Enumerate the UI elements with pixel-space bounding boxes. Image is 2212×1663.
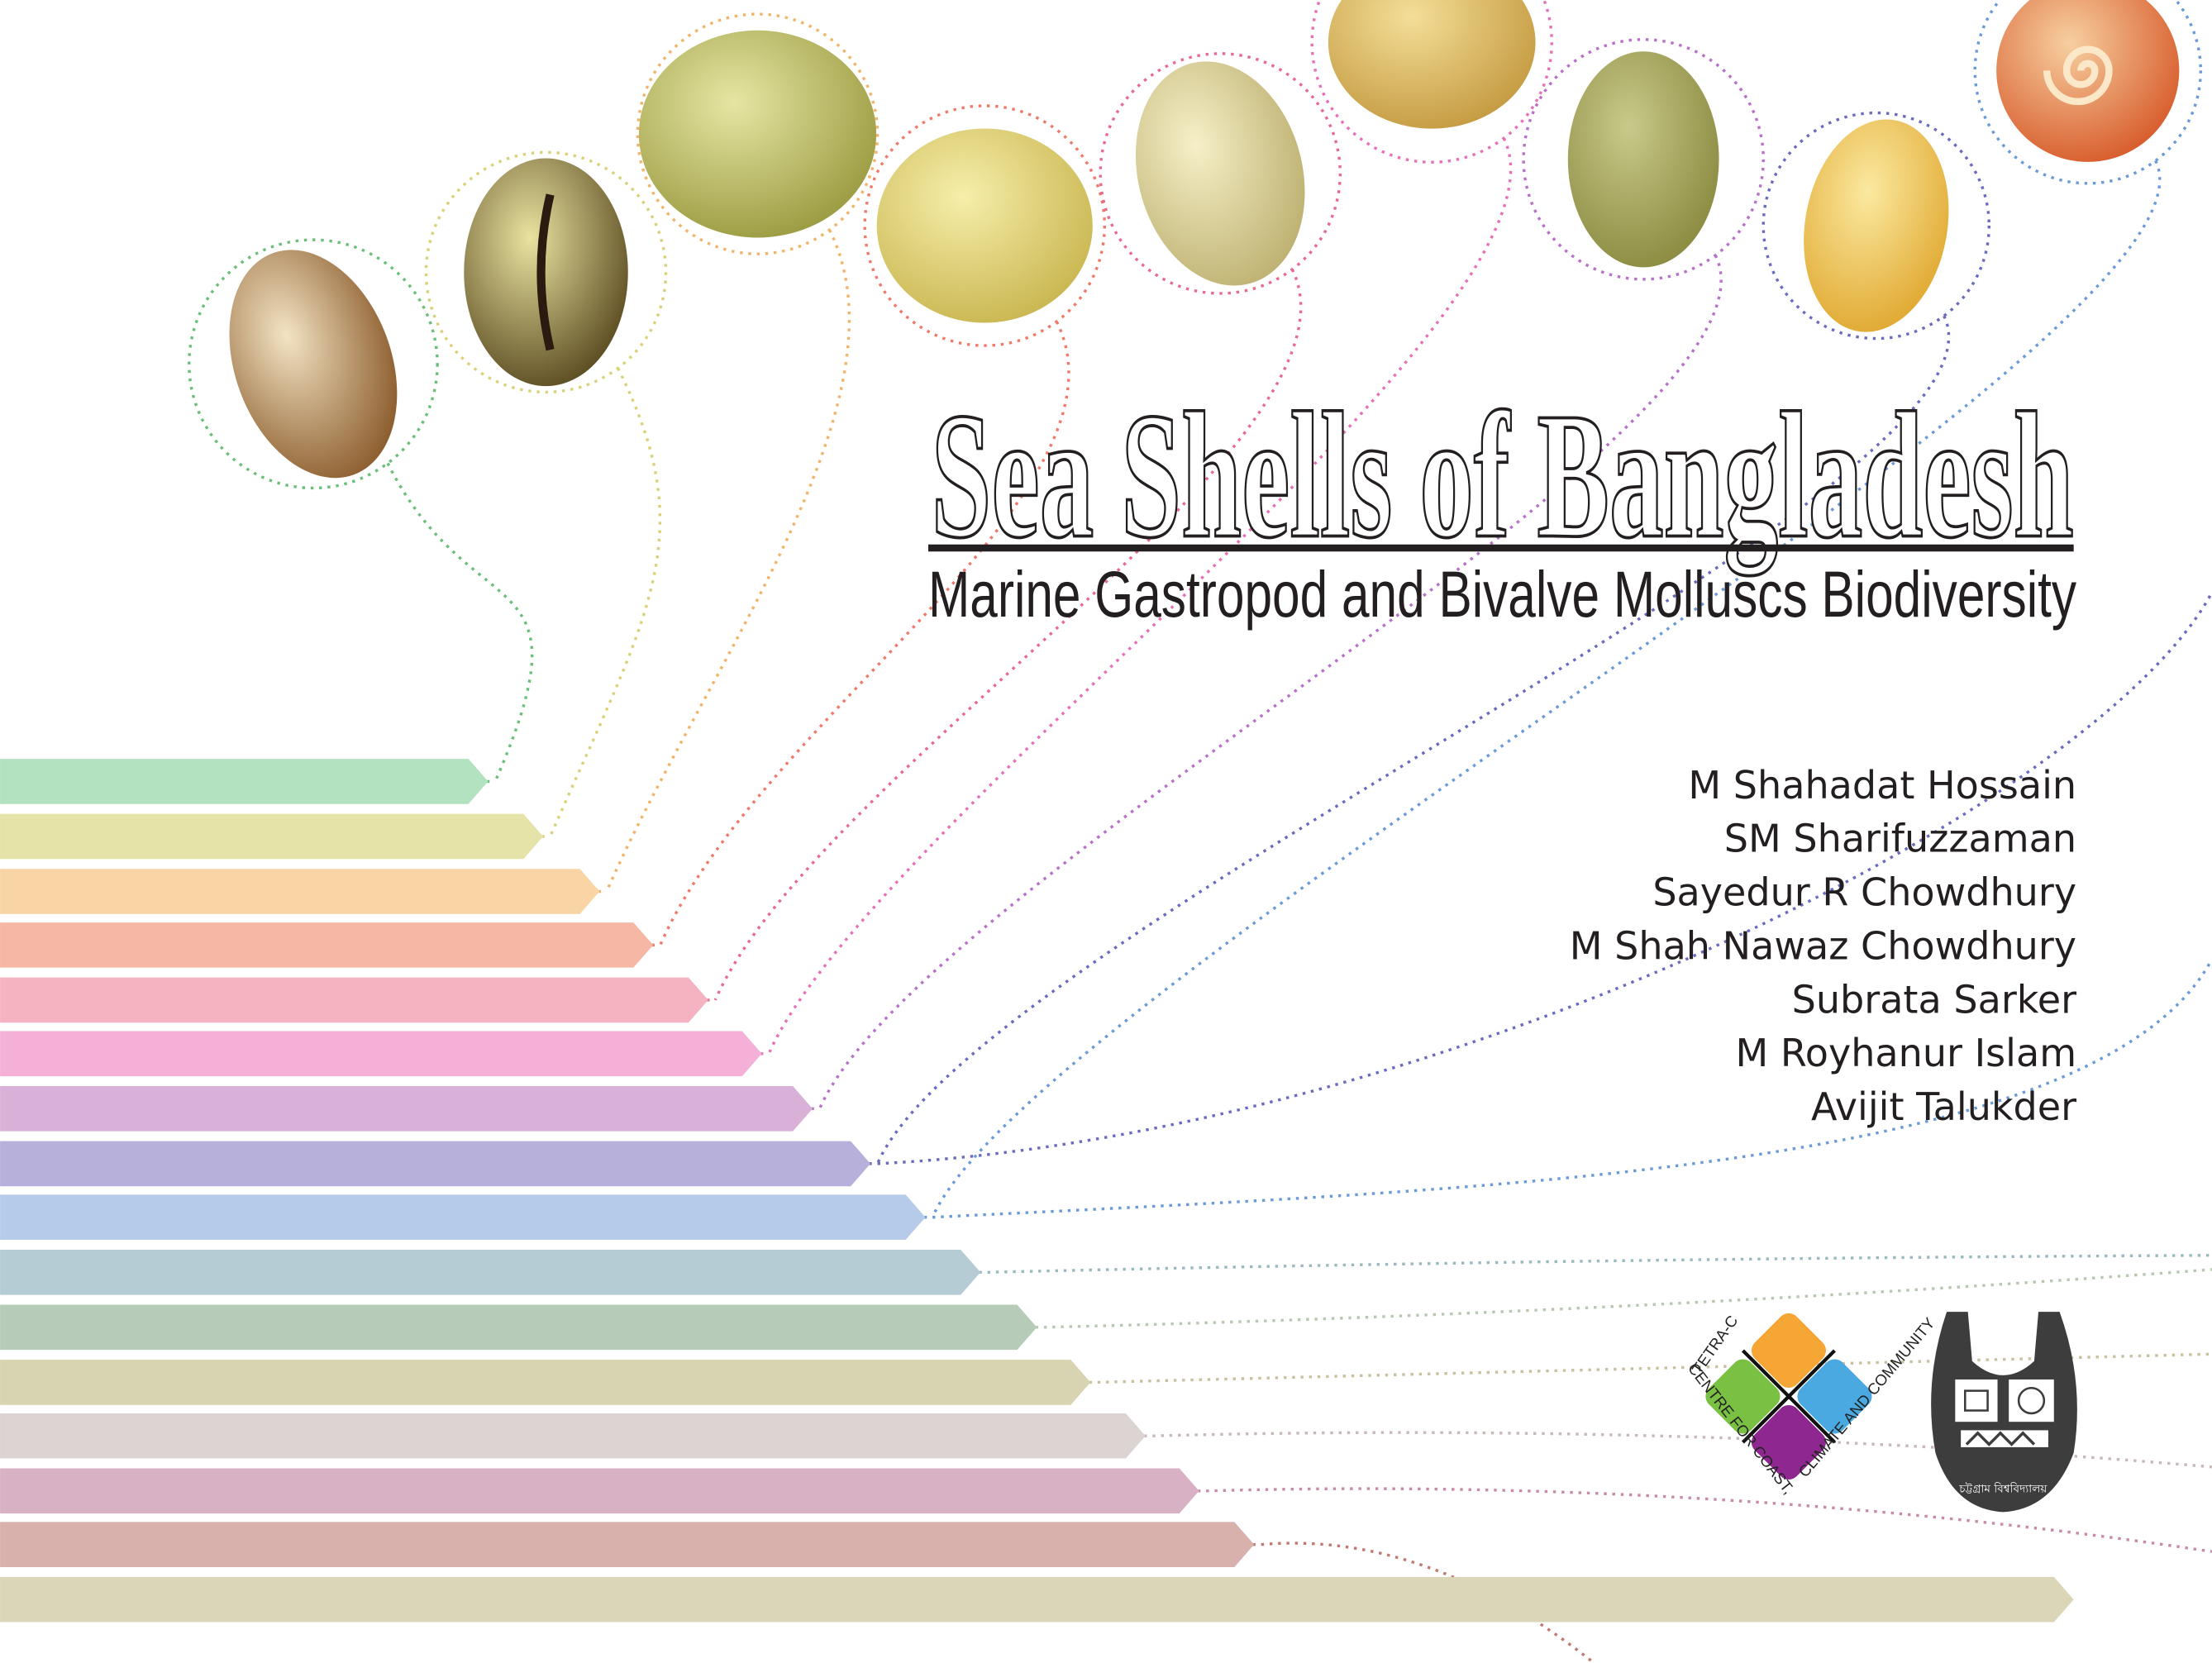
color-bar: [0, 1031, 762, 1077]
limpet-shell-icon: [1567, 51, 1719, 268]
university-logo: চট্টগ্রাম বিশ্ববিদ্যালয়: [1931, 1312, 2077, 1513]
cockle-shell-icon: [638, 30, 877, 238]
dotted-connector: [818, 255, 1723, 1110]
color-bars: [0, 759, 2074, 1622]
color-bar: [0, 869, 600, 914]
shell-ring: [1973, 0, 2202, 185]
dotted-connector: [945, 1254, 2212, 1274]
color-bar: [0, 1413, 1146, 1459]
author-name: Subrata Sarker: [1792, 977, 2077, 1022]
color-bar: [0, 1522, 1255, 1567]
logo-tile-blue: [1797, 1359, 1872, 1434]
logo-tile-purple: [1751, 1404, 1826, 1480]
logo-tile-green: [1705, 1359, 1781, 1434]
color-bar: [0, 1141, 871, 1187]
dotted-connector: [1001, 1268, 2212, 1329]
shell-ring: [1310, 0, 1553, 164]
author-name: Avijit Talukder: [1811, 1084, 2076, 1129]
logo-tile-orange: [1751, 1313, 1826, 1388]
color-bar: [0, 1249, 981, 1295]
dotted-connector: [1055, 1352, 2212, 1384]
dotted-connector: [549, 367, 662, 837]
color-bar: [0, 1194, 926, 1241]
author-name: SM Sharifuzzaman: [1724, 817, 2076, 861]
dotted-connector: [932, 958, 2212, 1219]
shell-ring: [424, 150, 668, 394]
scallop-shell-icon: [1328, 0, 1536, 129]
dotted-connector: [877, 591, 2212, 1165]
shell-ring: [1761, 111, 1990, 341]
whelk-shell-icon: [1804, 119, 1949, 332]
author-name: M Royhanur Islam: [1735, 1031, 2076, 1075]
author-name: M Shah Nawaz Chowdhury: [1570, 923, 2076, 968]
color-bar: [0, 1304, 1037, 1351]
color-bar: [0, 1086, 813, 1132]
color-bar: [0, 813, 544, 860]
color-bar: [0, 1360, 1091, 1405]
university-name: চট্টগ্রাম বিশ্ববিদ্যালয়: [1958, 1482, 2048, 1496]
title-block: Sea Shells of Bangladesh Marine Gastropo…: [927, 374, 2077, 631]
color-bar: [0, 1576, 2074, 1622]
author-list: M Shahadat Hossain SM Sharifuzzaman Saye…: [1570, 763, 2076, 1129]
shell-ring: [188, 238, 439, 490]
dotted-connector: [605, 229, 851, 893]
shell-ring: [863, 104, 1106, 347]
color-bar: [0, 1468, 1199, 1514]
dotted-connector: [1218, 1541, 1595, 1663]
color-bar: [0, 759, 489, 804]
author-name: M Shahadat Hossain: [1688, 763, 2076, 808]
tetra-c-logo: [1705, 1313, 1872, 1480]
oyster-shell-icon: [1135, 61, 1305, 286]
clam-shell-icon: [876, 128, 1093, 323]
cowrie-shell-icon: [464, 158, 628, 387]
shell-illustrations: [188, 0, 2202, 490]
color-bar: [0, 977, 708, 1023]
dotted-connector: [386, 462, 534, 783]
dotted-connector: [1163, 1487, 2212, 1553]
dotted-connector: [767, 137, 1513, 1055]
shell-ring: [636, 12, 880, 255]
dotted-connector: [931, 160, 2162, 1218]
shell-ring: [1522, 38, 1765, 281]
conch-shell-icon: [229, 250, 398, 479]
author-name: Sayedur R Chowdhury: [1652, 870, 2076, 915]
book-subtitle: Marine Gastropod and Bivalve Molluscs Bi…: [928, 558, 2077, 631]
color-bar: [0, 922, 654, 968]
shell-ring: [1099, 52, 1342, 295]
title-rule: [927, 544, 2074, 552]
book-title: Sea Shells of Bangladesh: [931, 375, 2073, 575]
